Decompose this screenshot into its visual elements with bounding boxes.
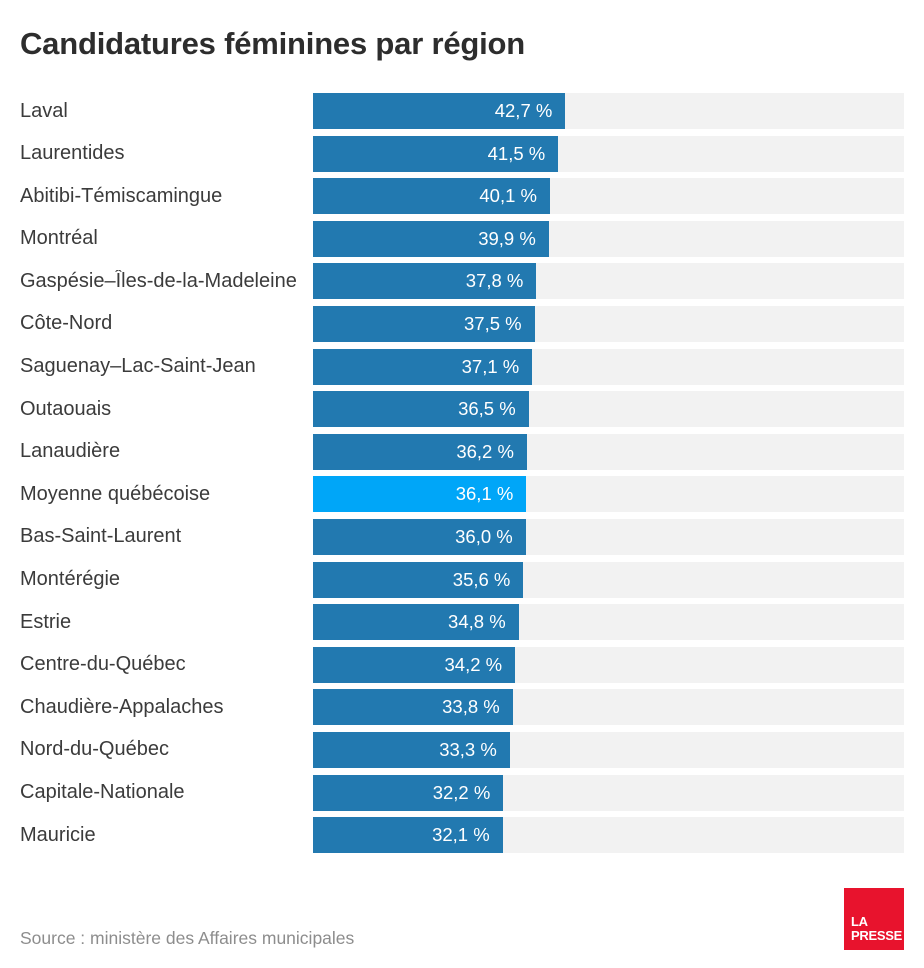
chart-title: Candidatures féminines par région [20,26,526,61]
bar-track: 37,8 % [313,263,904,300]
row-label: Outaouais [20,397,112,420]
row-label: Laval [20,99,68,122]
bar-value: 33,3 % [439,738,497,760]
bar-value: 40,1 % [479,185,537,207]
chart-row: Laurentides 41,5 % [20,135,904,172]
bar-track: 35,6 % [313,561,904,598]
bar-highlight: 36,1 % [313,476,527,513]
row-label: Lanaudière [20,440,121,463]
row-label: Côte-Nord [20,312,113,335]
chart-row: Estrie 34,8 % [20,604,904,641]
chart-rows: Laval 42,7 % Laurentides 41,5 % Abitibi-Témi… [20,93,904,854]
chart-row: Lanaudière 36,2 % [20,433,904,470]
bar-track: 37,1 % [313,348,904,385]
logo-line-1: LA [851,914,868,929]
bar-track: 36,1 % [313,476,904,513]
bar-track: 36,0 % [313,518,904,555]
bar: 32,2 % [313,774,504,811]
row-label: Nord-du-Québec [20,738,169,761]
bar-value: 36,0 % [455,525,513,547]
source-note: Source : ministère des Affaires municipa… [20,928,355,948]
bar: 34,2 % [313,646,516,683]
row-label: Capitale-Nationale [20,781,185,803]
bar-value: 39,9 % [478,227,536,249]
lapresse-logo: LA PRESSE [844,888,904,950]
bar-value: 32,1 % [432,824,490,846]
bar: 41,5 % [313,135,559,172]
bar: 37,5 % [313,305,535,342]
bar-track: 37,5 % [313,305,904,342]
chart-row: Gaspésie–Îles-de-la-Madeleine 37,8 % [20,263,904,300]
chart-row: Bas-Saint-Laurent 36,0 % [20,518,904,555]
chart-row: Montréal 39,9 % [20,220,904,257]
row-label: Montérégie [20,568,121,591]
row-label: Gaspésie–Îles-de-la-Madeleine [20,269,297,292]
row-label: Abitibi-Témiscamingue [20,184,223,207]
row-label: Bas-Saint-Laurent [20,525,182,548]
bar: 32,1 % [313,817,503,854]
chart-row: Nord-du-Québec 33,3 % [20,731,904,768]
bar: 37,1 % [313,348,533,385]
row-label: Estrie [20,610,72,633]
chart-row: Montérégie 35,6 % [20,561,904,598]
chart-row: Moyenne québécoise 36,1 % [20,476,904,513]
bar: 33,3 % [313,731,510,768]
row-label: Mauricie [20,823,96,846]
bar-track: 32,2 % [313,774,904,811]
bar-value: 37,1 % [461,355,520,377]
bar-track: 36,5 % [313,391,904,428]
bar-value: 36,5 % [458,398,516,420]
bar-value: 34,2 % [444,653,503,675]
chart-row: Laval 42,7 % [20,93,904,129]
row-label: Centre-du-Québec [20,653,186,676]
bar: 35,6 % [313,561,524,598]
bar-value: 36,1 % [455,483,514,505]
chart-row: Saguenay–Lac-Saint-Jean 37,1 % [20,348,904,385]
bar-value: 32,2 % [432,781,491,803]
bar-value: 35,6 % [452,568,511,590]
chart-row: Mauricie 32,1 % [20,817,904,854]
bar-value: 42,7 % [494,100,553,121]
bar-track: 34,8 % [313,604,904,641]
bar-track: 34,2 % [313,646,904,683]
row-label: Saguenay–Lac-Saint-Jean [20,355,256,378]
bar: 42,7 % [313,93,566,129]
chart-row: Abitibi-Témiscamingue 40,1 % [20,178,904,215]
bar-track: 33,3 % [313,731,904,768]
bar-track: 33,8 % [313,689,904,726]
bar-track: 41,5 % [313,135,904,172]
chart-row: Côte-Nord 37,5 % [20,305,904,342]
bar-track: 36,2 % [313,433,904,470]
bar-value: 36,2 % [456,440,514,462]
bar-track: 40,1 % [313,178,904,215]
bar-value: 37,8 % [465,270,524,292]
bar-value: 37,5 % [464,312,522,334]
bar-value: 34,8 % [448,611,506,633]
bar: 36,2 % [313,433,527,470]
chart-row: Capitale-Nationale 32,2 % [20,774,904,811]
bar: 40,1 % [313,178,550,215]
bar-value: 41,5 % [487,142,546,164]
bar: 33,8 % [313,689,513,726]
bar: 37,8 % [313,263,537,300]
row-label: Chaudière-Appalaches [20,695,224,718]
bar-track: 32,1 % [313,817,904,854]
bar: 36,5 % [313,391,529,428]
chart-row: Outaouais 36,5 % [20,391,904,428]
bar-track: 39,9 % [313,220,904,257]
bar-track: 42,7 % [313,93,904,129]
bar: 36,0 % [313,518,526,555]
bar-value: 33,8 % [442,696,500,718]
bar: 39,9 % [313,220,549,257]
chart-row: Chaudière-Appalaches 33,8 % [20,689,904,726]
row-label: Laurentides [20,142,125,165]
row-label: Montréal [20,227,98,250]
logo-line-2: PRESSE [851,928,902,943]
row-label: Moyenne québécoise [20,482,211,505]
bar: 34,8 % [313,604,519,641]
chart-row: Centre-du-Québec 34,2 % [20,646,904,683]
